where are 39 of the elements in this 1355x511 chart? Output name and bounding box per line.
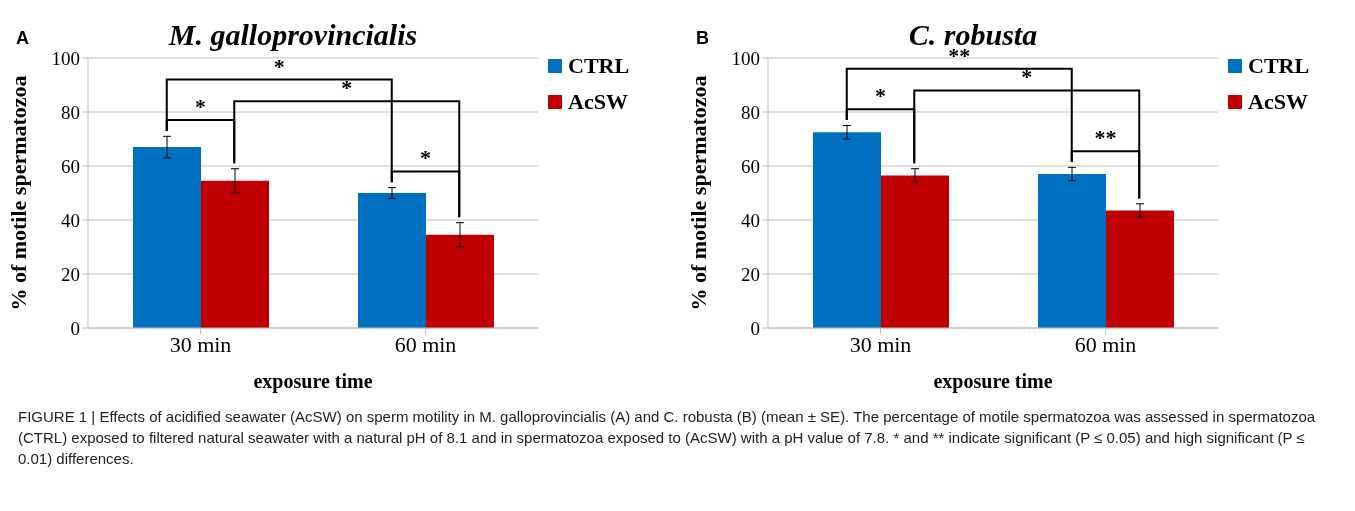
text: B: [696, 28, 709, 49]
x-axis-title: exposure time: [253, 370, 373, 393]
y-tick-label: 80: [741, 101, 760, 123]
y-tick-label: 40: [741, 209, 760, 231]
bar: [201, 180, 269, 328]
y-tick-label: 80: [61, 101, 80, 123]
text: A: [16, 28, 29, 49]
y-tick-label: 40: [61, 209, 80, 231]
y-tick-label: 60: [741, 155, 760, 177]
annotation: *: [420, 145, 431, 171]
y-axis-title: % of motile spermatozoa: [685, 75, 711, 311]
annotation: *: [875, 83, 886, 109]
y-tick-label: 0: [750, 317, 760, 339]
y-tick-label: 0: [70, 317, 80, 339]
legend-label: CTRL: [1248, 52, 1310, 80]
y-axis-title: % of motile spermatozoa: [5, 75, 31, 311]
legend-label: CTRL: [568, 52, 630, 80]
annotation: **: [1094, 125, 1117, 151]
y-tick-label: 100: [51, 47, 80, 69]
y-tick-label: 20: [741, 263, 760, 285]
legend-label: AcSW: [1248, 88, 1308, 116]
x-tick-label: 30 min: [849, 331, 912, 357]
y-tick-label: 60: [61, 155, 80, 177]
annotation: *: [195, 94, 206, 120]
x-axis-title: exposure time: [933, 370, 1053, 393]
annotation: *: [273, 53, 285, 79]
bar: [426, 234, 494, 328]
legend-label: AcSW: [568, 88, 628, 116]
y-tick-label: 20: [61, 263, 80, 285]
x-tick-label: 60 min: [1074, 331, 1137, 357]
annotation: *: [1021, 64, 1033, 90]
x-tick-label: 60 min: [394, 331, 457, 357]
bar: [1106, 210, 1174, 328]
chart-title: M. galloprovincialis: [168, 18, 418, 51]
bar: [881, 175, 949, 328]
x-tick-label: 30 min: [169, 331, 232, 357]
y-tick-label: 100: [731, 47, 760, 69]
caption: FIGURE 1 | Effects of acidified seawater (AcSW) on sperm motility in M. galloprovincialis (A) and C. robusta (B) (mean ± SE). The percentage of motile spermatozoa was assessed in spermatozoa (CTRL) exposed to filtered natural seawater with a natural pH of 8.1 and in spermatozoa exposed to (AcSW) with a pH value of 7.8. * and ** indicate significant (P ≤ 0.05) and high significant (P ≤ 0.01) differences.: [18, 407, 1317, 469]
annotation: *: [341, 75, 353, 101]
